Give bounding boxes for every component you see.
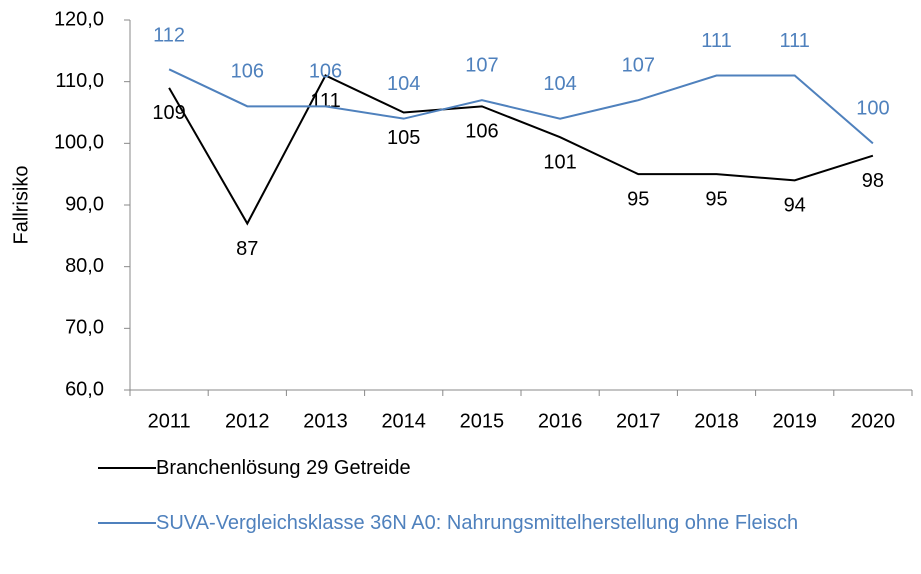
y-tick-label: 100,0 bbox=[54, 132, 104, 154]
x-tick-label: 2015 bbox=[460, 410, 505, 432]
data-label: 98 bbox=[862, 170, 884, 192]
y-axis-label: Fallrisiko bbox=[10, 166, 32, 245]
data-label: 95 bbox=[627, 188, 649, 210]
data-label: 107 bbox=[465, 54, 498, 76]
data-label: 104 bbox=[387, 73, 420, 95]
legend-item: Branchenlösung 29 Getreide bbox=[98, 455, 856, 481]
x-tick-label: 2018 bbox=[694, 410, 739, 432]
data-label: 105 bbox=[387, 127, 420, 149]
legend-label: SUVA-Vergleichsklasse 36N A0: Nahrungsmi… bbox=[156, 512, 799, 534]
data-label: 107 bbox=[622, 54, 655, 76]
y-tick-label: 110,0 bbox=[55, 70, 104, 92]
data-label: 87 bbox=[236, 238, 258, 260]
y-tick-label: 60,0 bbox=[65, 378, 104, 400]
x-tick-label: 2011 bbox=[148, 410, 191, 432]
x-tick-label: 2016 bbox=[538, 410, 583, 432]
legend-swatch bbox=[98, 467, 156, 469]
legend-label: Branchenlösung 29 Getreide bbox=[156, 457, 411, 479]
data-label: 112 bbox=[153, 24, 185, 46]
data-label: 106 bbox=[465, 121, 498, 143]
line bbox=[168, 74, 874, 226]
y-tick-label: 90,0 bbox=[65, 193, 104, 215]
data-label: 111 bbox=[701, 30, 731, 52]
chart: Fallrisiko 60,0 70,0 80,0 90,0 100,0 110,0 120… bbox=[10, 8, 913, 432]
data-label: 104 bbox=[543, 73, 576, 95]
data-label: 106 bbox=[231, 61, 264, 83]
data-label: 94 bbox=[784, 195, 806, 217]
data-label: 111 bbox=[779, 30, 809, 52]
y-tick-label: 120,0 bbox=[54, 8, 104, 30]
data-label: 100 bbox=[856, 98, 889, 120]
x-tick-label: 2020 bbox=[851, 410, 896, 432]
x-tick-label: 2019 bbox=[772, 410, 817, 432]
legend-item: SUVA-Vergleichsklasse 36N A0: Nahrungsmi… bbox=[98, 510, 856, 536]
line bbox=[168, 68, 874, 145]
x-tick-label: 2014 bbox=[381, 410, 426, 432]
x-tick-label: 2013 bbox=[303, 410, 348, 432]
data-label: 95 bbox=[705, 188, 727, 210]
legend-swatch bbox=[98, 522, 156, 524]
y-tick-label: 80,0 bbox=[65, 255, 104, 277]
data-label: 109 bbox=[152, 102, 185, 124]
x-tick-label: 2017 bbox=[616, 410, 661, 432]
y-tick-label: 70,0 bbox=[65, 317, 104, 339]
x-tick-label: 2012 bbox=[225, 410, 270, 432]
data-label: 101 bbox=[543, 151, 576, 173]
data-label: 106 bbox=[309, 61, 342, 83]
